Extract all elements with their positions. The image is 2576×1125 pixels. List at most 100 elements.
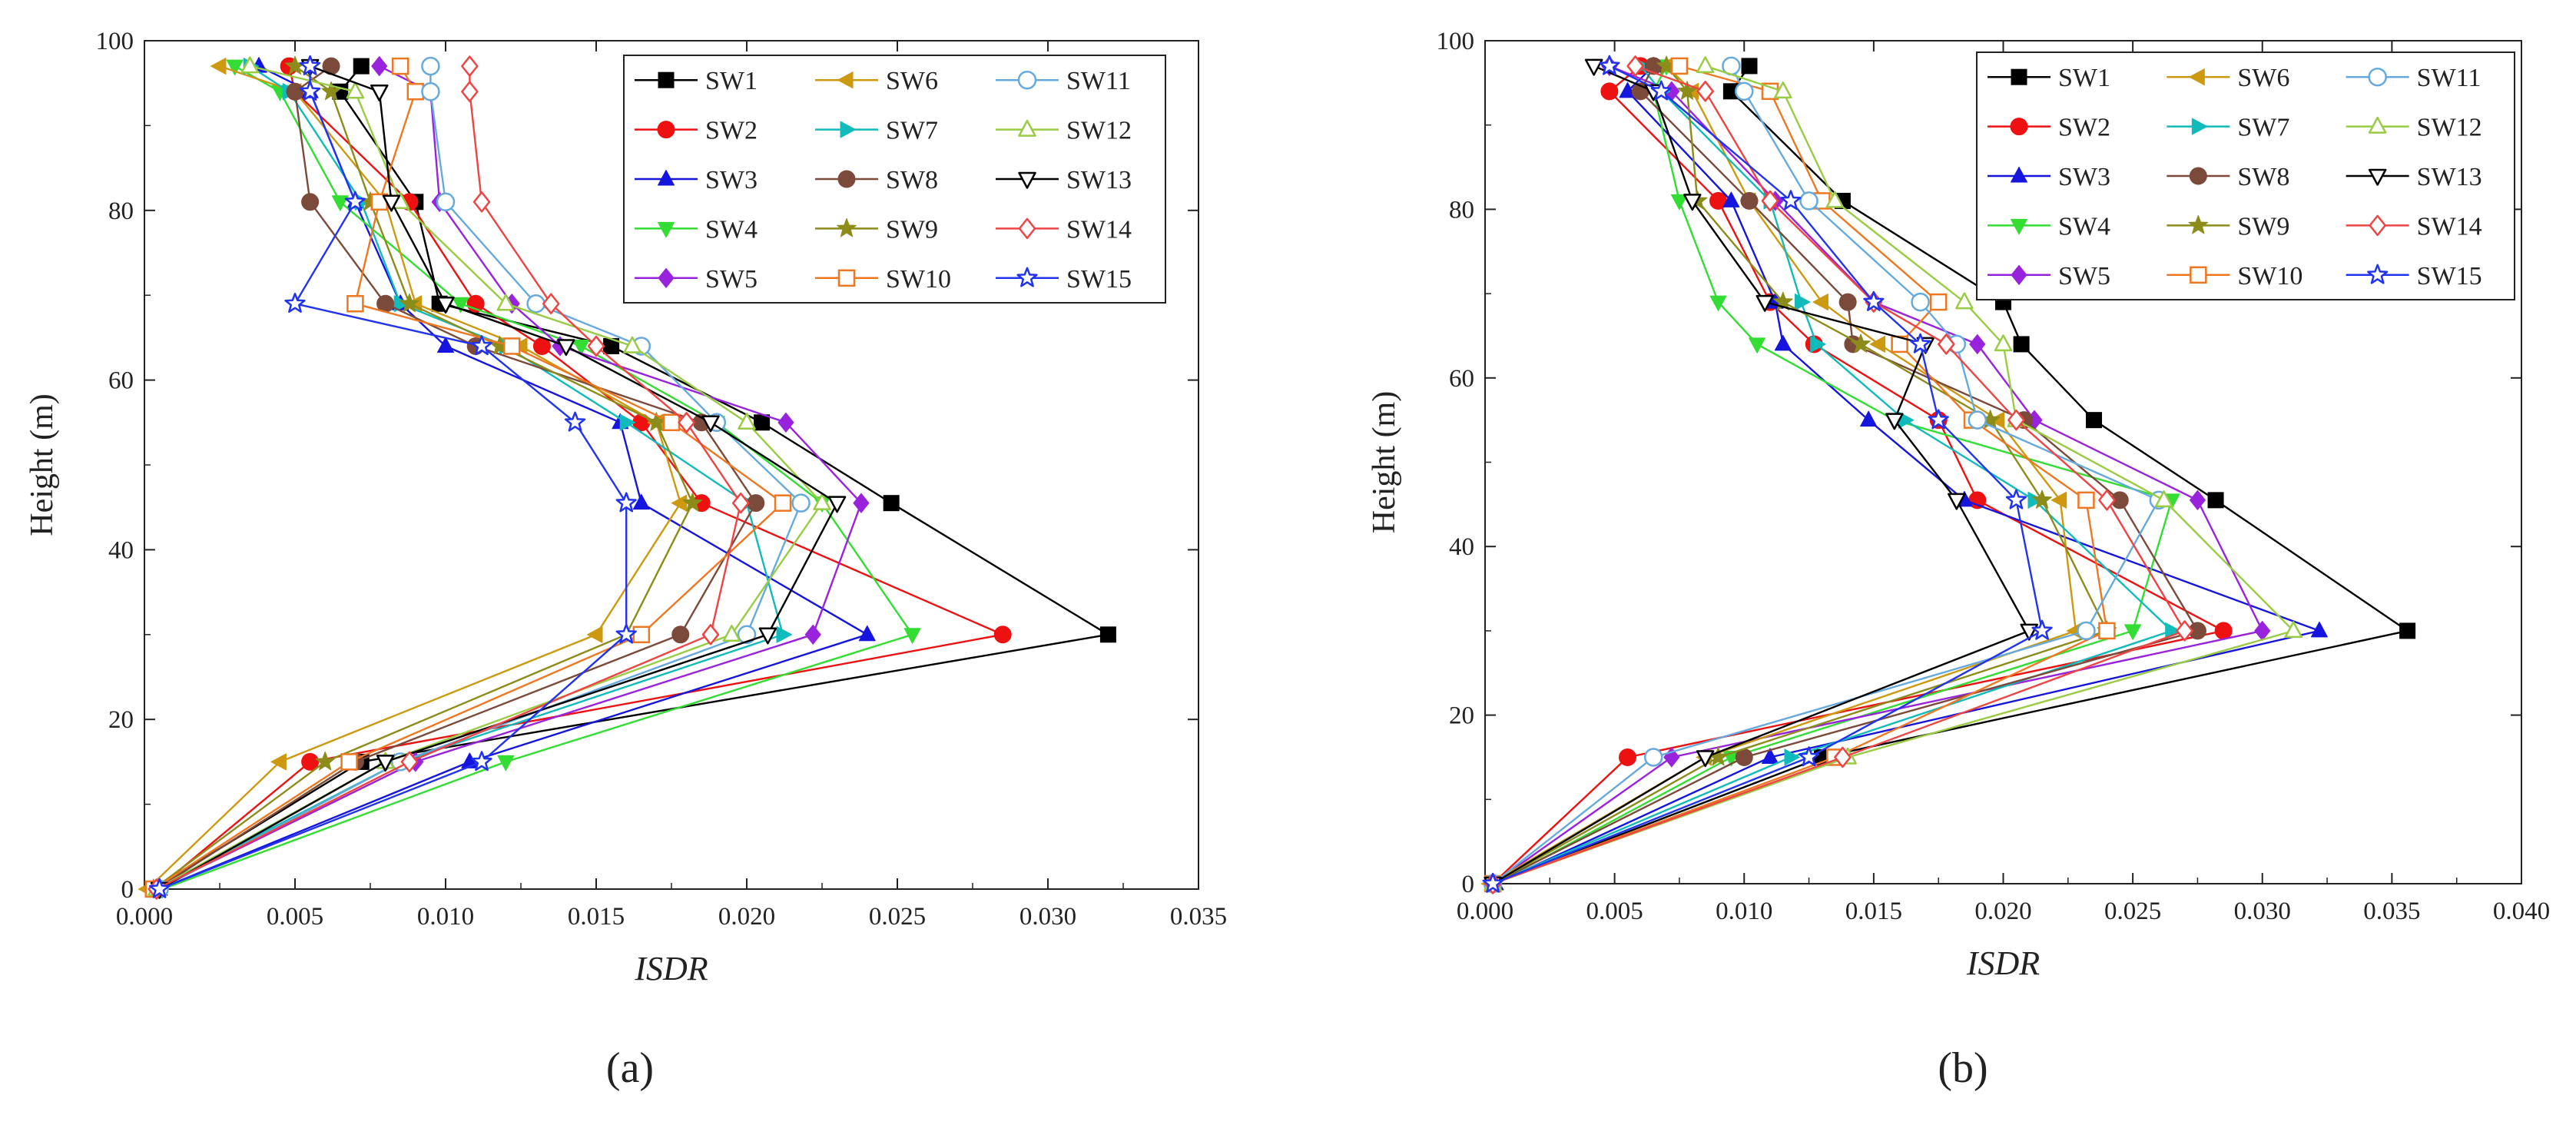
- data-point-sw15: [1599, 55, 1620, 75]
- legend-label: SW5: [705, 265, 758, 294]
- data-point-sw15: [471, 335, 492, 356]
- data-point-sw7: [776, 626, 793, 643]
- legend-marker: [2188, 214, 2209, 234]
- data-point-sw10: [2098, 622, 2116, 640]
- data-point-sw1: [1741, 58, 1758, 75]
- x-tick-label: 0.015: [568, 903, 625, 931]
- x-tick-label: 0.015: [1845, 898, 1902, 925]
- legend-entry-sw2: SW2: [1988, 114, 2110, 142]
- data-point-sw13: [557, 339, 575, 357]
- data-point-sw8: [1740, 191, 1759, 210]
- legend-entry-sw11: SW11: [2346, 64, 2482, 92]
- data-point-sw10: [1670, 57, 1689, 75]
- data-point-sw13: [1755, 294, 1774, 312]
- data-point-sw4: [331, 195, 349, 211]
- data-point-sw12: [813, 493, 831, 510]
- legend-entry-sw9: SW9: [2167, 212, 2289, 241]
- legend-entry-sw9: SW9: [815, 215, 938, 244]
- data-point-sw7: [393, 295, 410, 313]
- data-point-sw14: [678, 412, 695, 433]
- data-point-sw6: [1869, 335, 1886, 353]
- data-point-sw14: [1938, 334, 1955, 355]
- legend-entry-sw5: SW5: [635, 265, 758, 294]
- data-point-sw7: [1794, 294, 1811, 311]
- legend-entry-sw13: SW13: [996, 166, 1132, 194]
- data-point-sw8: [301, 193, 320, 211]
- legend-label: SW6: [886, 67, 938, 95]
- data-point-sw3: [632, 493, 650, 510]
- data-point-sw12: [240, 56, 259, 74]
- chart-panel-1: 0.000 0.005 0.010 0.015 0.020 0.025 0.030 0.035…: [25, 28, 1227, 1092]
- data-point-sw10: [662, 413, 681, 432]
- legend-label: SW10: [886, 265, 951, 294]
- legend-entry-sw13: SW13: [2346, 163, 2482, 191]
- data-point-sw5: [371, 56, 388, 77]
- series-line-sw5: [1492, 65, 2264, 884]
- legend-entry-sw8: SW8: [2167, 163, 2289, 191]
- legend-entry-sw10: SW10: [815, 265, 951, 294]
- legend-marker: [2011, 218, 2027, 235]
- data-point-sw3: [1722, 191, 1740, 207]
- data-point-sw14: [2007, 409, 2025, 431]
- data-point-sw10: [774, 494, 792, 512]
- legend-marker: [837, 71, 854, 89]
- legend-marker: [837, 217, 857, 237]
- legend-marker: [2369, 214, 2386, 237]
- legend-entry-sw1: SW1: [1988, 64, 2110, 92]
- series-line-sw7: [1492, 65, 2173, 885]
- y-tick-label: 40: [108, 536, 134, 564]
- data-point-sw1: [353, 58, 370, 75]
- data-point-sw13: [1885, 413, 1904, 430]
- data-point-sw15: [1780, 190, 1802, 211]
- data-point-sw3: [1761, 748, 1779, 764]
- data-point-sw14: [472, 191, 491, 213]
- x-tick-label: 0.000: [1457, 898, 1513, 925]
- data-point-sw11: [1643, 748, 1663, 767]
- data-point-sw10: [632, 626, 651, 644]
- legend-box: [623, 55, 1166, 304]
- data-point-sw12: [1825, 191, 1845, 208]
- legend-label: SW7: [886, 117, 938, 145]
- data-point-sw10: [2077, 491, 2095, 509]
- x-tick-label: 0.030: [1019, 903, 1076, 931]
- series-line-sw1: [1492, 65, 2409, 885]
- legend-entry-sw15: SW15: [996, 265, 1132, 294]
- data-point-sw15: [2005, 489, 2027, 509]
- legend-marker: [1018, 119, 1036, 137]
- data-point-sw15: [615, 492, 637, 513]
- data-point-sw15: [2031, 619, 2053, 640]
- legend-marker: [837, 170, 856, 188]
- legend-label: SW1: [705, 67, 758, 95]
- data-point-sw8: [286, 82, 304, 101]
- data-point-sw12: [1955, 292, 1974, 310]
- data-point-sw11: [526, 294, 545, 314]
- series-line-sw11: [1492, 65, 2160, 884]
- x-tick-label: 0.035: [2363, 898, 2420, 925]
- data-point-sw12: [738, 413, 756, 430]
- series-line-sw10: [153, 65, 784, 891]
- x-axis-label: ISDR: [1966, 944, 2040, 982]
- series-line-sw7: [153, 65, 784, 891]
- data-point-sw15: [1798, 746, 1820, 767]
- series-group: [1480, 55, 2416, 894]
- series-line-sw15: [1492, 65, 2044, 885]
- legend-label: SW11: [2417, 64, 2482, 92]
- y-tick-label: 100: [1437, 28, 1475, 55]
- legend-label: SW13: [1066, 166, 1132, 194]
- data-point-sw2: [993, 626, 1012, 644]
- data-point-sw3: [2310, 621, 2328, 638]
- legend-label: SW11: [1066, 67, 1131, 95]
- data-point-sw9: [399, 293, 419, 313]
- x-tick-label: 0.005: [1586, 898, 1643, 925]
- data-point-sw3: [858, 625, 876, 642]
- x-tick-label: 0.035: [1170, 903, 1227, 931]
- legend-marker: [2368, 116, 2387, 134]
- data-point-sw1: [2207, 492, 2224, 509]
- legend-label: SW6: [2237, 64, 2289, 92]
- legend-marker: [657, 121, 675, 139]
- data-point-sw12: [346, 81, 365, 99]
- data-point-sw15: [1650, 80, 1672, 101]
- data-point-sw14: [1626, 55, 1644, 77]
- data-point-sw14: [587, 335, 605, 357]
